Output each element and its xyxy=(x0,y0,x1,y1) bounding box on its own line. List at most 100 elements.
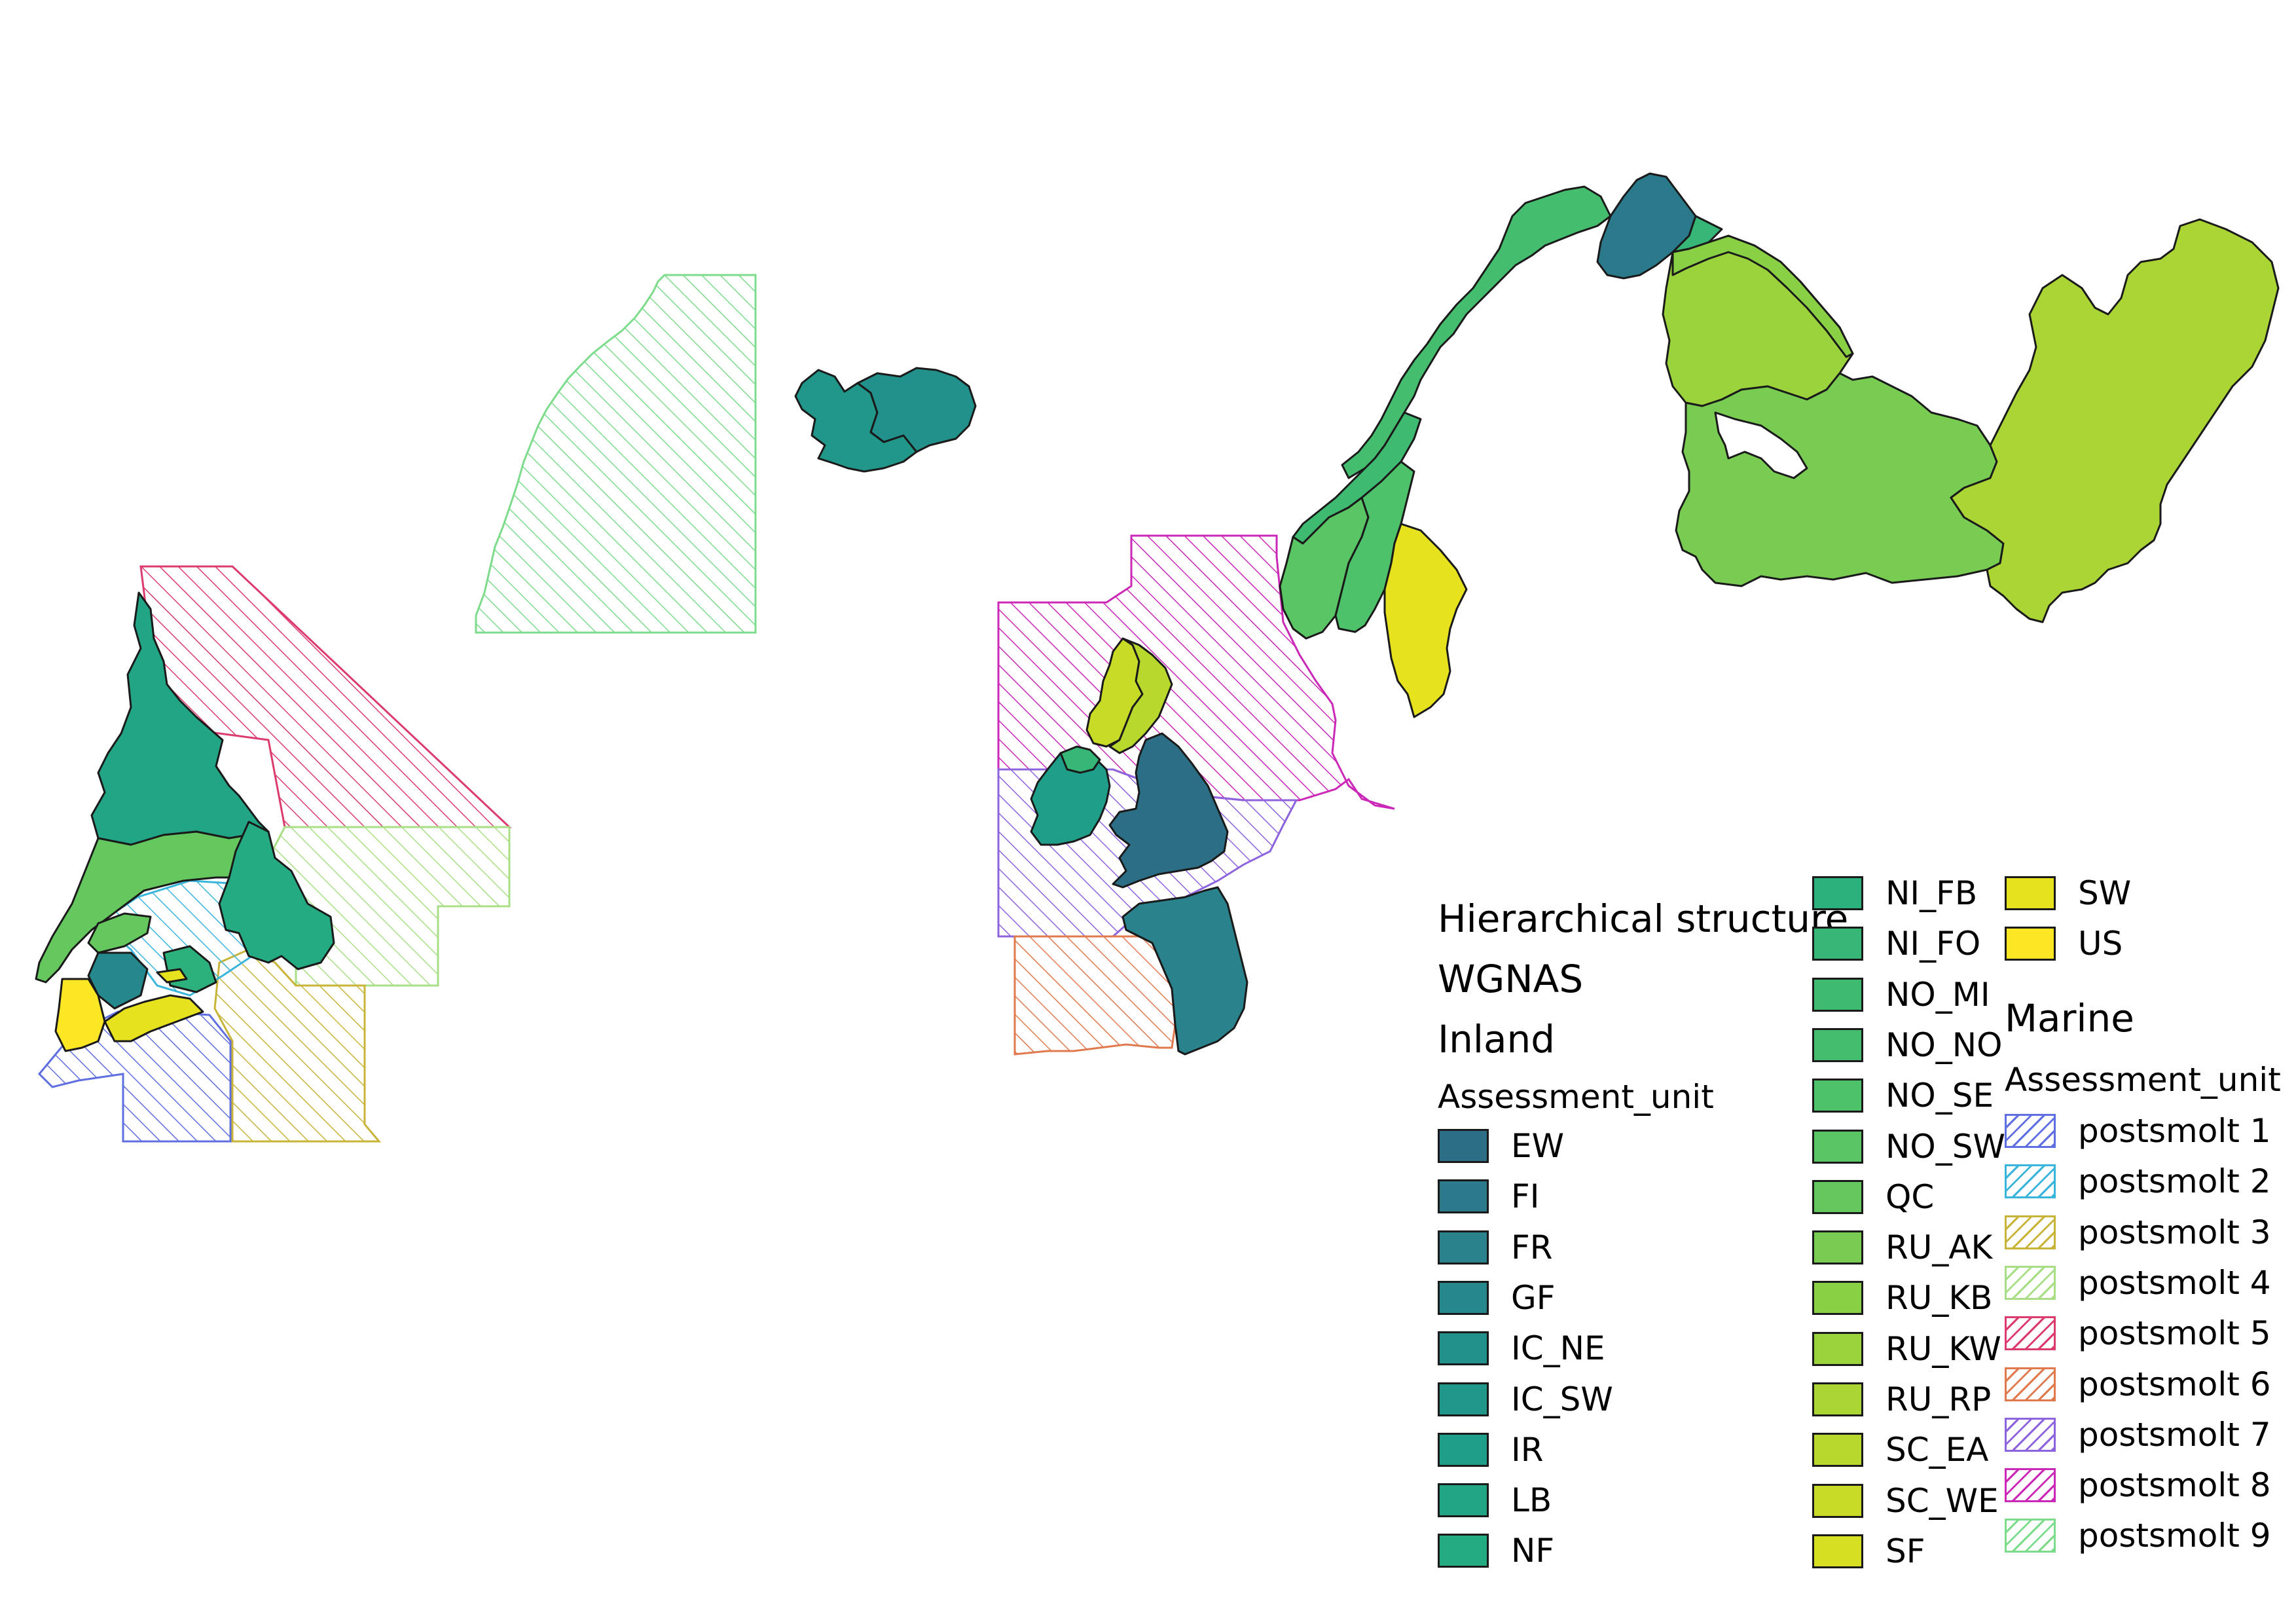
legend-label: GF xyxy=(1511,1278,1556,1317)
inland-area-ru-ak xyxy=(1675,372,2005,587)
legend-label: US xyxy=(2078,925,2123,963)
legend-swatch xyxy=(1812,1483,1863,1518)
marine-area-postsmolt-9 xyxy=(475,274,757,634)
legend-item-ru-kw: RU_KW xyxy=(1812,1329,2001,1369)
legend-item-postsmolt-1: postsmolt 1 xyxy=(2005,1111,2271,1151)
legend-swatch xyxy=(2005,1215,2056,1249)
legend-label: postsmolt 1 xyxy=(2078,1112,2271,1150)
legend-swatch xyxy=(1438,1230,1489,1264)
inland-areas xyxy=(35,172,2280,1056)
inland-area-ic-ne xyxy=(856,367,977,453)
inland-area-no-se xyxy=(1334,460,1415,633)
legend-item-gf: GF xyxy=(1438,1278,1556,1318)
legend-item-us: US xyxy=(2005,924,2123,963)
legend-label: postsmolt 2 xyxy=(2078,1162,2271,1201)
legend-label: EW xyxy=(1511,1127,1565,1165)
legend-label: SC_WE xyxy=(1886,1481,1999,1520)
legend-swatch xyxy=(1812,1179,1863,1214)
legend-swatch xyxy=(1812,1534,1863,1568)
legend-item-postsmolt-4: postsmolt 4 xyxy=(2005,1263,2271,1302)
legend-label: postsmolt 9 xyxy=(2078,1517,2271,1555)
inland-area-sc-ea xyxy=(1108,637,1173,754)
legend-swatch xyxy=(2005,927,2056,961)
legend-label: IC_SW xyxy=(1511,1380,1613,1418)
legend-swatch xyxy=(1438,1483,1489,1518)
legend-item-qc: QC xyxy=(1812,1177,1934,1217)
legend-swatch xyxy=(2005,1114,2056,1148)
legend-group-wgnas: WGNAS xyxy=(1438,957,1584,1001)
legend-swatch xyxy=(1438,1179,1489,1214)
legend-item-postsmolt-2: postsmolt 2 xyxy=(2005,1162,2271,1201)
legend-item-postsmolt-6: postsmolt 6 xyxy=(2005,1365,2271,1404)
legend-label: QC xyxy=(1886,1177,1935,1216)
inland-area-ic-sw xyxy=(794,369,918,473)
legend-item-ru-rp: RU_RP xyxy=(1812,1380,1991,1419)
legend-swatch xyxy=(2005,1164,2056,1199)
inland-area-pei xyxy=(156,968,188,984)
inland-area-us xyxy=(54,978,106,1052)
marine-area-postsmolt-6 xyxy=(1013,935,1176,1056)
legend-heading-marine: Marine xyxy=(2005,996,2134,1041)
legend-item-ic-sw: IC_SW xyxy=(1438,1380,1613,1419)
legend-swatch xyxy=(2005,876,2056,910)
inland-area-qc-gaspe xyxy=(87,912,152,954)
inland-area-ru-rp xyxy=(1950,218,2280,623)
legend-item-ru-kb: RU_KB xyxy=(1812,1278,1992,1318)
legend-label: IR xyxy=(1511,1430,1544,1469)
legend-label: SC_EA xyxy=(1886,1431,1989,1469)
legend-label: NO_MI xyxy=(1886,975,1990,1014)
legend-swatch xyxy=(1812,1129,1863,1164)
legend-field-marine: Assessment_unit xyxy=(2005,1061,2281,1099)
legend-swatch xyxy=(1812,927,1863,961)
legend-label: RU_KW xyxy=(1886,1329,2001,1368)
legend-item-ru-ak: RU_AK xyxy=(1812,1228,1992,1267)
legend-item-ni-fo: NI_FO xyxy=(1812,924,1980,963)
inland-area-qc xyxy=(35,830,270,984)
legend-swatch xyxy=(2005,1519,2056,1553)
legend-item-postsmolt-8: postsmolt 8 xyxy=(2005,1466,2271,1505)
legend-label: SW xyxy=(2078,874,2132,912)
legend-item-nf: NF xyxy=(1438,1531,1554,1570)
legend-label: RU_KB xyxy=(1886,1279,1993,1318)
legend-swatch xyxy=(2005,1316,2056,1351)
white-sea xyxy=(1714,411,1808,479)
legend-label: NI_FB xyxy=(1886,874,1978,912)
legend-swatch xyxy=(1812,1230,1863,1265)
legend-label: postsmolt 5 xyxy=(2078,1314,2271,1353)
legend-label: RU_AK xyxy=(1886,1228,1993,1267)
legend-swatch xyxy=(1812,876,1863,910)
legend-swatch xyxy=(1812,1433,1863,1467)
legend-swatch xyxy=(1812,1331,1863,1366)
legend-swatch xyxy=(1812,977,1863,1012)
legend-swatch xyxy=(2005,1468,2056,1503)
legend-label: NO_NO xyxy=(1886,1025,2003,1064)
legend-swatch xyxy=(1812,1027,1863,1062)
legend-label: FI xyxy=(1511,1177,1540,1216)
legend-item-no-se: NO_SE xyxy=(1812,1076,1994,1115)
legend-item-fi: FI xyxy=(1438,1177,1540,1216)
legend-label: postsmolt 8 xyxy=(2078,1466,2271,1505)
legend-item-sc-ea: SC_EA xyxy=(1812,1430,1988,1469)
legend-item-fr: FR xyxy=(1438,1228,1553,1267)
inland-area-sw xyxy=(103,994,204,1043)
legend-swatch xyxy=(1812,1382,1863,1416)
legend-item-ni-fb: NI_FB xyxy=(1812,874,1977,913)
legend-item-no-sw: NO_SW xyxy=(1812,1127,2005,1166)
legend-item-postsmolt-7: postsmolt 7 xyxy=(2005,1415,2271,1454)
legend-label: NO_SW xyxy=(1886,1127,2005,1166)
legend-label: NO_SE xyxy=(1886,1077,1994,1115)
legend-label: LB xyxy=(1511,1481,1552,1520)
legend-title: Hierarchical structure xyxy=(1438,896,1849,941)
inland-area-gf xyxy=(87,951,149,1010)
legend-item-postsmolt-3: postsmolt 3 xyxy=(2005,1213,2271,1252)
legend-swatch xyxy=(2005,1367,2056,1401)
legend-item-ew: EW xyxy=(1438,1126,1564,1166)
inland-area-ew xyxy=(1108,732,1229,889)
legend-item-sw: SW xyxy=(2005,874,2131,913)
legend-item-postsmolt-5: postsmolt 5 xyxy=(2005,1314,2271,1353)
legend-swatch xyxy=(1438,1432,1489,1467)
legend-swatch xyxy=(2005,1417,2056,1452)
inland-area-fr xyxy=(1121,886,1248,1056)
legend-item-sf: SF xyxy=(1812,1532,1925,1571)
